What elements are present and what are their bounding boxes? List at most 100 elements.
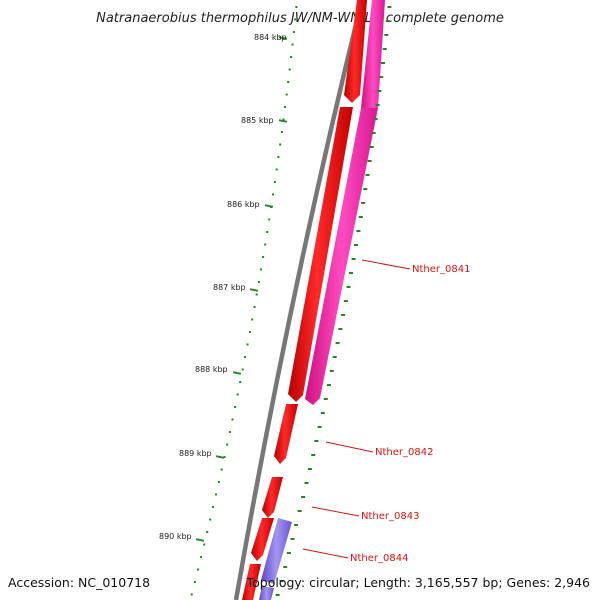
scale-tick bbox=[323, 398, 328, 400]
scale-tick bbox=[382, 48, 387, 50]
kbp-major-tick bbox=[278, 119, 288, 123]
scale-ticks-outer bbox=[275, 6, 392, 596]
scale-tick bbox=[231, 418, 234, 421]
scale-tick bbox=[385, 20, 390, 22]
scale-tick bbox=[285, 93, 288, 96]
cds-forward-block[interactable] bbox=[288, 107, 353, 402]
cds-forward-block[interactable] bbox=[274, 404, 298, 464]
gene-label-leader bbox=[311, 506, 360, 517]
scale-tick bbox=[273, 181, 276, 183]
scale-tick bbox=[253, 306, 256, 308]
kbp-major-tick bbox=[249, 288, 259, 292]
gene-label-nther-0844[interactable]: Nther_0844 bbox=[350, 553, 408, 564]
cds-forward-block[interactable] bbox=[262, 477, 283, 518]
scale-tick bbox=[338, 328, 343, 330]
scale-tick bbox=[317, 426, 322, 428]
scale-tick bbox=[248, 331, 251, 333]
scale-tick bbox=[294, 524, 299, 526]
scale-tick bbox=[294, 18, 297, 21]
scale-tick bbox=[262, 256, 265, 258]
scale-tick bbox=[226, 443, 229, 446]
cds-reverse-block[interactable] bbox=[305, 108, 378, 405]
scale-tick bbox=[341, 314, 346, 316]
scale-tick bbox=[290, 56, 293, 58]
scale-tick bbox=[311, 454, 316, 456]
cds-forward-block[interactable] bbox=[344, 0, 367, 103]
scale-tick bbox=[282, 118, 285, 121]
scale-tick bbox=[369, 146, 374, 148]
cds-other-block[interactable] bbox=[261, 518, 292, 584]
scale-tick bbox=[375, 104, 380, 106]
scale-tick bbox=[304, 482, 309, 484]
scale-tick bbox=[280, 131, 283, 133]
scale-tick bbox=[291, 43, 294, 46]
kbp-label: 887 kbp bbox=[213, 283, 246, 292]
scale-tick bbox=[332, 356, 337, 358]
scale-tick bbox=[363, 188, 368, 190]
scale-tick bbox=[275, 594, 280, 596]
scale-tick bbox=[244, 356, 247, 358]
gene-label-leader bbox=[361, 259, 411, 270]
scale-tick bbox=[266, 231, 269, 233]
kbp-major-tick bbox=[278, 36, 288, 40]
genome-backbone bbox=[233, 0, 365, 600]
scale-tick bbox=[287, 81, 290, 83]
scale-tick bbox=[307, 468, 312, 470]
kbp-scale: 884 kbp 885 kbp 886 kbp 887 kbp 888 kbp … bbox=[159, 33, 288, 542]
scale-tick bbox=[346, 286, 351, 288]
scale-tick bbox=[212, 506, 215, 508]
cds-reverse-block[interactable] bbox=[361, 0, 385, 108]
cds-other-block[interactable] bbox=[259, 586, 274, 600]
scale-tick bbox=[351, 258, 356, 260]
kbp-label: 885 kbp bbox=[241, 116, 274, 125]
scale-tick bbox=[251, 318, 254, 321]
scale-tick bbox=[272, 193, 274, 196]
gene-label-nther-0842[interactable]: Nther_0842 bbox=[375, 447, 433, 458]
gene-label-leader bbox=[302, 548, 349, 559]
scale-tick bbox=[349, 272, 353, 274]
scale-tick bbox=[377, 90, 382, 92]
scale-tick bbox=[373, 118, 378, 120]
scale-tick bbox=[329, 370, 334, 372]
scale-tick bbox=[217, 481, 220, 483]
scale-tick bbox=[197, 568, 199, 571]
scale-tick bbox=[260, 268, 262, 271]
scale-tick bbox=[255, 293, 258, 296]
scale-tick bbox=[379, 76, 384, 78]
scale-tick bbox=[246, 343, 249, 346]
scale-tick bbox=[223, 456, 226, 458]
scale-tick bbox=[239, 381, 242, 383]
map-title: Natranaerobius thermophilus JW/NM-WN-LF,… bbox=[96, 11, 504, 26]
cds-forward-block[interactable] bbox=[242, 564, 261, 600]
scale-tick bbox=[193, 581, 196, 583]
scale-tick bbox=[190, 593, 193, 596]
kbp-major-tick bbox=[215, 455, 225, 459]
scale-ticks-inner bbox=[190, 6, 298, 596]
kbp-label: 886 kbp bbox=[227, 200, 260, 209]
cds-forward-block[interactable] bbox=[251, 518, 274, 561]
gene-labels: Nther_0841 Nther_0842 Nther_0843 Nther_0… bbox=[302, 259, 470, 564]
scale-tick bbox=[200, 556, 203, 558]
scale-tick bbox=[354, 244, 358, 246]
scale-tick bbox=[297, 510, 302, 512]
scale-tick bbox=[371, 132, 376, 134]
genome-stats-text: Topology: circular; Length: 3,165,557 bp… bbox=[246, 575, 590, 590]
scale-tick bbox=[326, 384, 331, 386]
kbp-label: 888 kbp bbox=[195, 365, 228, 374]
kbp-label: 884 kbp bbox=[254, 33, 287, 42]
gene-label-leader bbox=[325, 441, 374, 453]
scale-tick bbox=[343, 300, 348, 302]
scale-tick bbox=[206, 531, 209, 533]
scale-tick bbox=[209, 518, 212, 521]
scale-tick bbox=[279, 580, 284, 582]
scale-tick bbox=[290, 538, 295, 540]
scale-tick bbox=[356, 230, 361, 232]
scale-tick bbox=[320, 412, 325, 414]
gene-label-nther-0843[interactable]: Nther_0843 bbox=[361, 511, 419, 522]
scale-tick bbox=[384, 34, 389, 36]
gene-label-nther-0841[interactable]: Nther_0841 bbox=[412, 264, 470, 275]
scale-tick bbox=[295, 6, 298, 8]
scale-tick bbox=[215, 493, 217, 496]
scale-tick bbox=[257, 281, 260, 283]
kbp-major-tick bbox=[264, 204, 274, 208]
